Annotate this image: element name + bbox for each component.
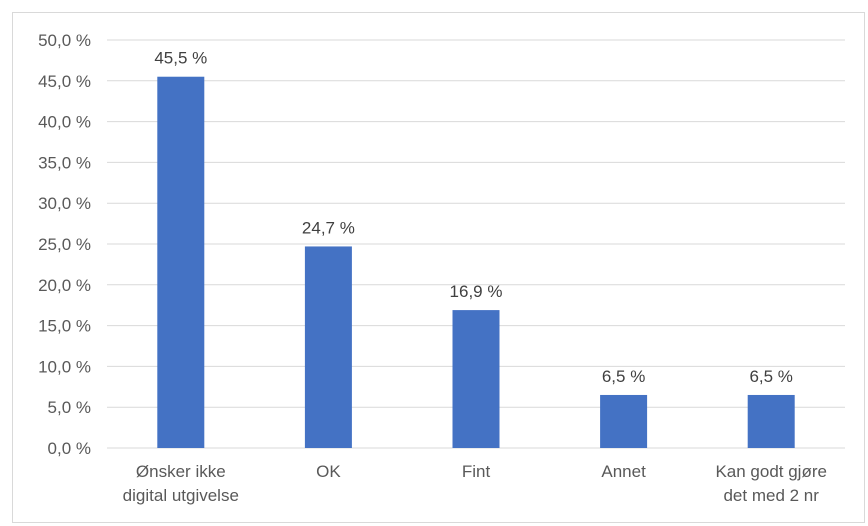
bar xyxy=(452,310,500,448)
y-tick-label: 50,0 % xyxy=(38,31,91,50)
category-label: Kan godt gjøre xyxy=(715,462,827,481)
category-label: det med 2 nr xyxy=(723,486,819,505)
data-label: 16,9 % xyxy=(450,282,503,301)
y-tick-label: 0,0 % xyxy=(48,439,91,458)
y-tick-label: 45,0 % xyxy=(38,72,91,91)
y-tick-label: 5,0 % xyxy=(48,398,91,417)
data-labels: 45,5 % 24,7 % 16,9 % 6,5 % 6,5 % xyxy=(154,49,793,386)
y-tick-label: 40,0 % xyxy=(38,113,91,132)
data-label: 6,5 % xyxy=(602,367,645,386)
y-tick-label: 10,0 % xyxy=(38,357,91,376)
chart-frame xyxy=(12,12,865,523)
y-tick-label: 25,0 % xyxy=(38,235,91,254)
category-label: Ønsker ikke xyxy=(136,462,226,481)
y-axis-tick-labels: 0,0 % 5,0 % 10,0 % 15,0 % 20,0 % 25,0 % 30,0 %… xyxy=(38,31,91,458)
y-tick-label: 20,0 % xyxy=(38,276,91,295)
data-label: 45,5 % xyxy=(154,49,207,68)
data-label: 24,7 % xyxy=(302,218,355,237)
y-tick-label: 30,0 % xyxy=(38,194,91,213)
bar xyxy=(304,246,352,448)
data-label: 6,5 % xyxy=(749,367,792,386)
bar xyxy=(157,76,205,448)
bars xyxy=(157,76,795,448)
y-tick-label: 35,0 % xyxy=(38,153,91,172)
bar xyxy=(747,394,795,448)
gridlines xyxy=(107,39,845,449)
category-label: digital utgivelse xyxy=(123,486,239,505)
category-label: Fint xyxy=(462,462,491,481)
category-label: Annet xyxy=(601,462,646,481)
category-labels: Ønsker ikke digital utgivelse OK Fint Annet K… xyxy=(123,462,827,505)
category-label: OK xyxy=(316,462,341,481)
y-tick-label: 15,0 % xyxy=(38,317,91,336)
bar xyxy=(600,394,648,448)
